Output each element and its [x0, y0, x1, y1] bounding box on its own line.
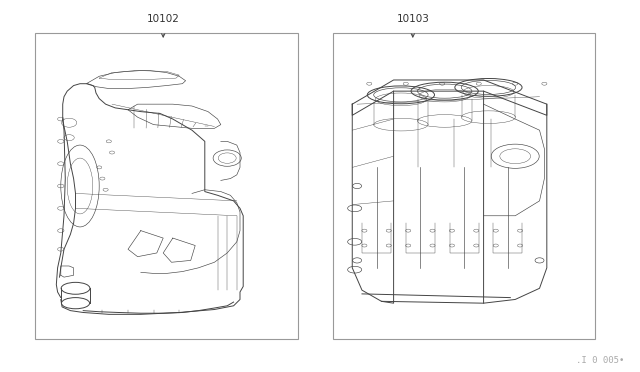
Text: 10103: 10103 — [396, 14, 429, 24]
Text: 10102: 10102 — [147, 14, 180, 24]
Text: .I 0 005•: .I 0 005• — [575, 356, 624, 365]
Bar — [35, 33, 298, 339]
Bar — [333, 33, 595, 339]
